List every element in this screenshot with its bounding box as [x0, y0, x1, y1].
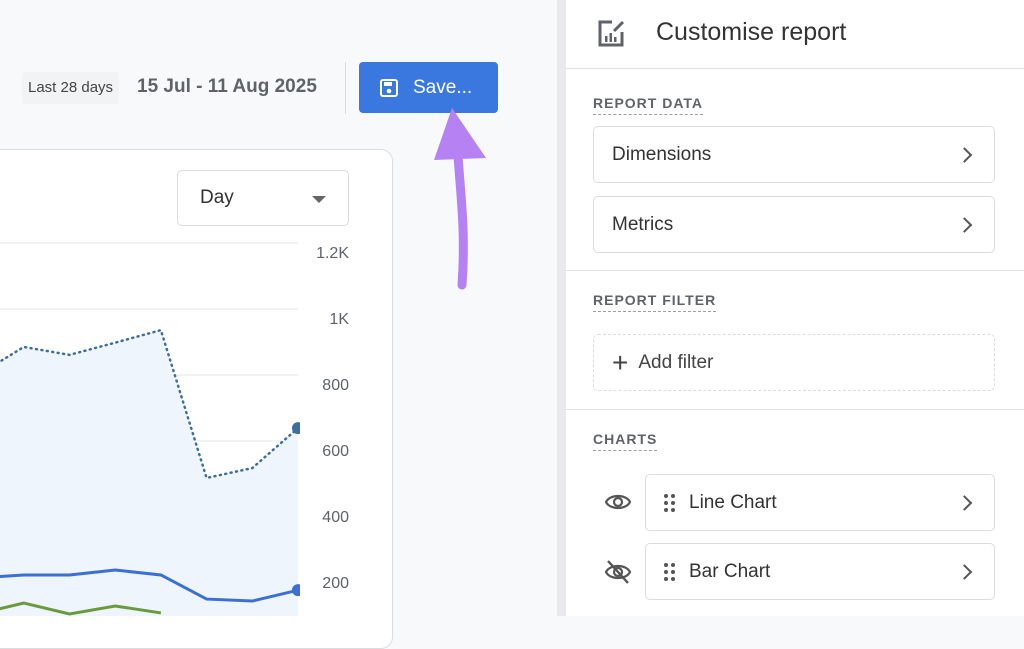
eye-icon[interactable]: [604, 490, 632, 514]
edit-chart-icon: [598, 20, 625, 47]
chevron-right-icon: [956, 216, 973, 233]
series-end-point[interactable]: [292, 584, 300, 597]
add-filter-button[interactable]: + Add filter: [593, 334, 995, 391]
divider: [566, 270, 1024, 271]
chevron-right-icon: [956, 146, 973, 163]
save-button[interactable]: Save...: [359, 62, 498, 113]
floppy-disk-icon: [380, 78, 398, 97]
drag-handle-icon[interactable]: [664, 562, 675, 581]
y-tick-label: 1.2K: [316, 245, 349, 262]
report-filter-label: REPORT FILTER: [593, 292, 717, 312]
metrics-label: Metrics: [612, 213, 674, 235]
plus-icon: +: [612, 346, 629, 378]
charts-label: CHARTS: [593, 431, 658, 451]
report-data-label: REPORT DATA: [593, 95, 704, 115]
series-line: [0, 601, 162, 616]
metrics-row[interactable]: Metrics: [593, 196, 995, 253]
y-tick-label: 600: [322, 443, 349, 460]
y-tick-label: 800: [322, 377, 349, 394]
annotation-arrow: [434, 108, 486, 290]
customise-report-panel: Customise report REPORT DATA Dimensions …: [566, 0, 1024, 616]
add-filter-label: Add filter: [638, 351, 714, 373]
divider: [345, 62, 346, 114]
panel-divider: [557, 0, 566, 616]
divider: [566, 409, 1024, 410]
series-line: [0, 568, 299, 603]
granularity-select[interactable]: Day: [177, 170, 349, 226]
y-tick-label: 200: [322, 575, 349, 592]
dimensions-label: Dimensions: [612, 143, 712, 165]
caret-down-icon: [312, 196, 326, 203]
line-chart: [0, 242, 300, 616]
save-label: Save...: [413, 76, 473, 98]
chevron-right-icon: [956, 563, 973, 580]
date-range[interactable]: 15 Jul - 11 Aug 2025: [137, 76, 317, 97]
panel-title: Customise report: [656, 18, 847, 46]
series-end-point[interactable]: [292, 422, 300, 435]
y-tick-label: 1K: [329, 311, 349, 328]
drag-handle-icon[interactable]: [664, 493, 675, 512]
y-tick-label: 400: [322, 509, 349, 526]
dimensions-row[interactable]: Dimensions: [593, 126, 995, 183]
chevron-right-icon: [956, 494, 973, 511]
granularity-value: Day: [200, 187, 234, 208]
line-chart-label: Line Chart: [689, 491, 777, 513]
bar-chart-label: Bar Chart: [689, 560, 771, 582]
date-range-preset[interactable]: Last 28 days: [22, 72, 120, 104]
bar-chart-row[interactable]: Bar Chart: [645, 543, 995, 600]
series-area: [0, 330, 298, 616]
series-line: [0, 328, 300, 480]
eye-off-icon[interactable]: [604, 559, 632, 585]
divider: [566, 68, 1024, 69]
line-chart-row[interactable]: Line Chart: [645, 474, 995, 531]
